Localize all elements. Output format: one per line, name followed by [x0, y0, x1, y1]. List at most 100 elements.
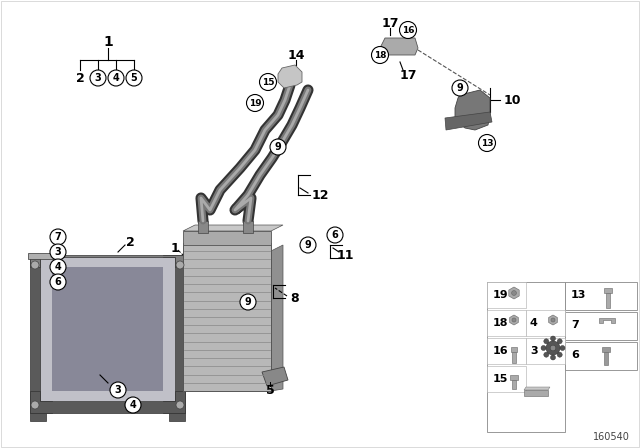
Circle shape [246, 95, 264, 112]
Text: 16: 16 [402, 26, 414, 34]
Circle shape [90, 70, 106, 86]
Bar [487, 338, 526, 364]
Circle shape [176, 261, 184, 269]
Circle shape [31, 261, 39, 269]
Circle shape [371, 47, 388, 64]
Text: 6: 6 [332, 230, 339, 240]
Polygon shape [548, 315, 557, 325]
Circle shape [550, 355, 556, 360]
Bar [487, 366, 526, 392]
Polygon shape [380, 38, 418, 55]
Text: 15: 15 [493, 374, 508, 384]
Text: 4: 4 [530, 318, 538, 328]
Circle shape [110, 382, 126, 398]
Text: 7: 7 [54, 232, 61, 242]
Bar [526, 310, 565, 336]
Text: 4: 4 [54, 262, 61, 272]
Polygon shape [455, 90, 490, 130]
Circle shape [479, 134, 495, 151]
Text: 19: 19 [249, 99, 261, 108]
Text: 15: 15 [262, 78, 275, 86]
Bar [183, 243, 271, 391]
Text: 3: 3 [95, 73, 101, 83]
Polygon shape [163, 255, 185, 413]
Bar [511, 347, 517, 352]
Circle shape [544, 352, 548, 357]
Circle shape [512, 318, 516, 322]
Text: 17: 17 [399, 69, 417, 82]
Bar [512, 352, 516, 363]
Text: 5: 5 [131, 73, 138, 83]
Circle shape [125, 397, 141, 413]
Polygon shape [445, 112, 492, 130]
Bar [565, 342, 637, 370]
Circle shape [399, 22, 417, 39]
Circle shape [108, 70, 124, 86]
Bar [510, 375, 518, 380]
Text: 160540: 160540 [593, 432, 630, 442]
Text: 9: 9 [305, 240, 312, 250]
Text: 2: 2 [76, 72, 84, 85]
Text: 11: 11 [336, 249, 354, 262]
Circle shape [560, 345, 565, 350]
Circle shape [557, 339, 562, 344]
Polygon shape [271, 245, 283, 391]
Text: 1: 1 [171, 241, 179, 254]
Text: 13: 13 [481, 138, 493, 147]
Text: 7: 7 [571, 320, 579, 330]
Circle shape [452, 80, 468, 96]
Polygon shape [30, 255, 185, 267]
Bar [198, 221, 208, 233]
Text: 10: 10 [503, 94, 521, 107]
Text: 18: 18 [374, 51, 387, 60]
Text: 9: 9 [244, 297, 252, 307]
Bar [604, 352, 608, 365]
Bar [40, 257, 175, 401]
Bar [243, 221, 253, 233]
Circle shape [259, 73, 276, 90]
Circle shape [327, 227, 343, 243]
Circle shape [551, 318, 555, 322]
Bar [52, 267, 163, 391]
Circle shape [544, 339, 548, 344]
Bar [602, 347, 610, 352]
Text: 16: 16 [493, 346, 509, 356]
Bar [565, 312, 637, 340]
Polygon shape [509, 315, 518, 325]
Circle shape [511, 291, 516, 295]
Text: 17: 17 [381, 17, 399, 30]
Bar [526, 338, 565, 364]
Circle shape [50, 274, 66, 290]
Text: 1: 1 [103, 35, 113, 49]
Text: 9: 9 [456, 83, 463, 93]
Circle shape [550, 345, 556, 351]
Text: 6: 6 [54, 277, 61, 287]
Text: 13: 13 [571, 290, 586, 300]
Circle shape [50, 229, 66, 245]
Text: 3: 3 [530, 346, 538, 356]
Polygon shape [183, 225, 283, 231]
Bar [487, 282, 526, 308]
Polygon shape [28, 253, 55, 259]
Circle shape [550, 336, 556, 341]
Text: 8: 8 [291, 292, 300, 305]
Circle shape [270, 139, 286, 155]
Circle shape [557, 352, 562, 357]
Text: 12: 12 [311, 189, 329, 202]
Text: 3: 3 [115, 385, 122, 395]
Polygon shape [278, 65, 302, 88]
Text: 18: 18 [493, 318, 509, 328]
Polygon shape [30, 391, 185, 413]
Text: 3: 3 [54, 247, 61, 257]
Polygon shape [524, 387, 550, 390]
Polygon shape [262, 367, 288, 386]
Text: 9: 9 [275, 142, 282, 152]
Bar [604, 288, 612, 293]
Circle shape [546, 341, 560, 355]
Circle shape [240, 294, 256, 310]
Polygon shape [30, 413, 46, 421]
Circle shape [300, 237, 316, 253]
Polygon shape [169, 413, 185, 421]
Circle shape [126, 70, 142, 86]
Bar [183, 231, 271, 245]
